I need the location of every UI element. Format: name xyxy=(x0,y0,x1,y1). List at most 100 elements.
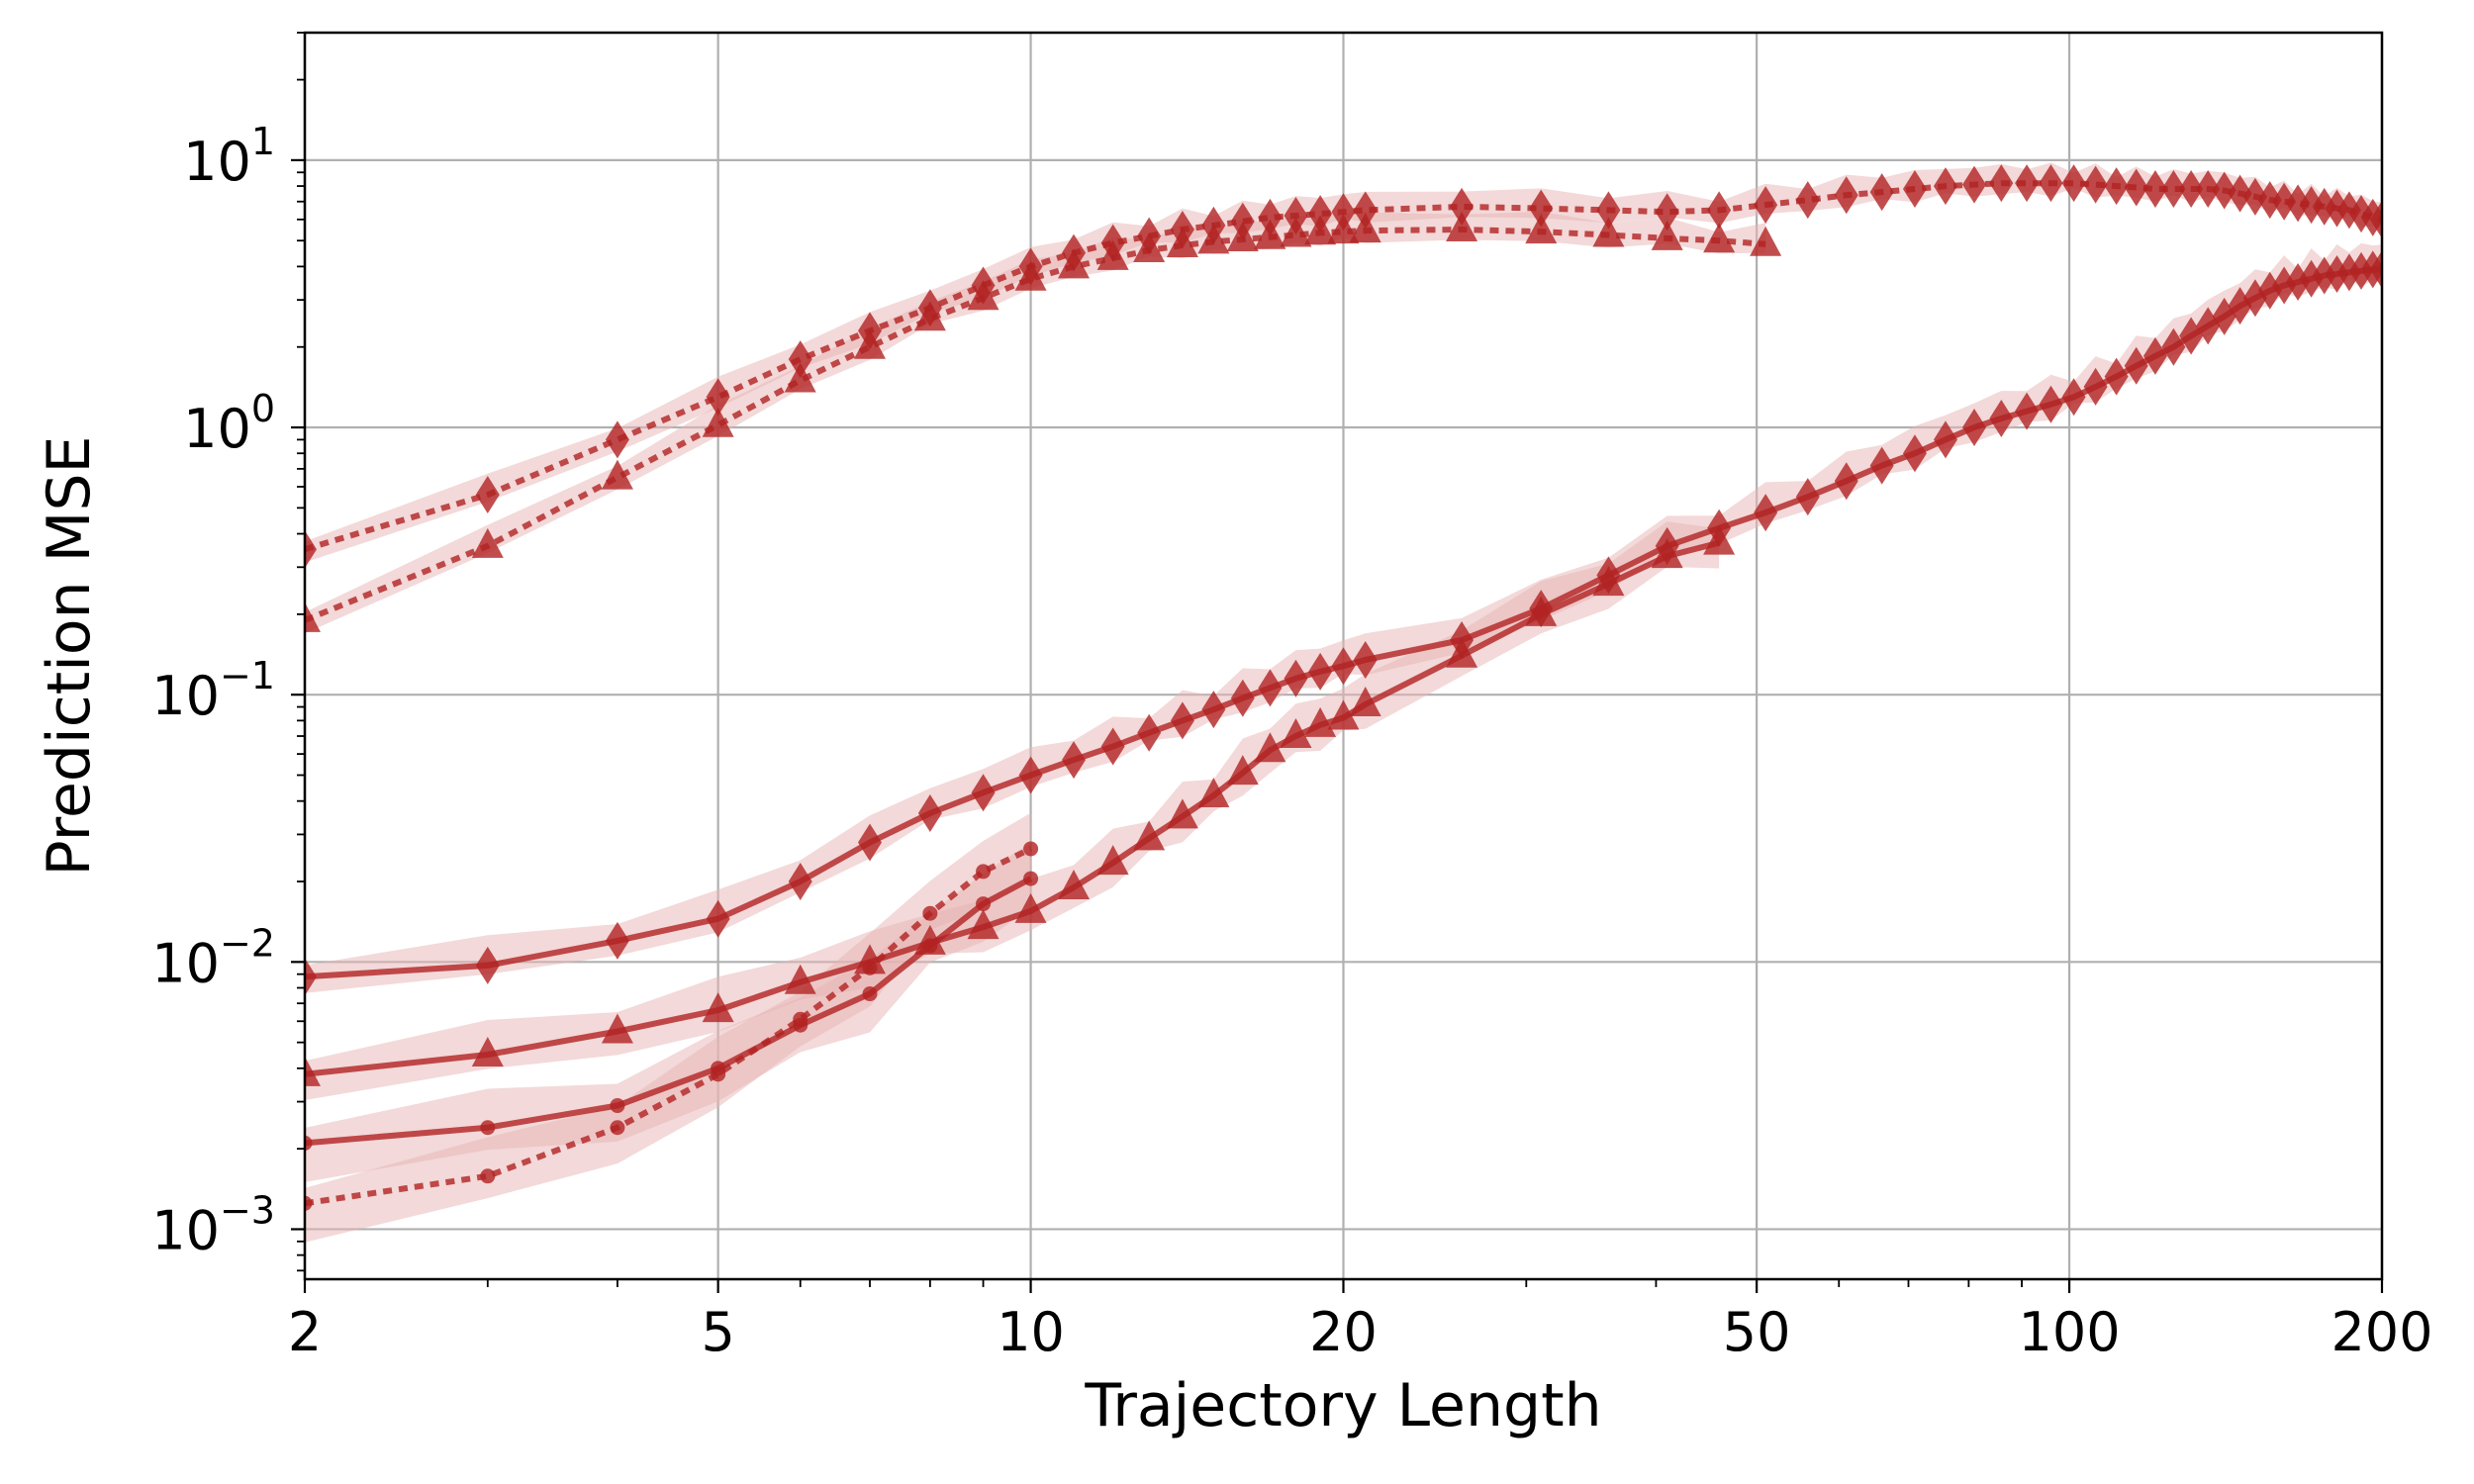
diamond-dotted-long-point xyxy=(1933,167,1957,206)
diamond-solid-point xyxy=(1230,679,1255,717)
triangle-solid-band xyxy=(305,521,1720,1100)
dot-dotted-point xyxy=(793,1011,809,1027)
axis-ticks: 2 5 10 20 50 100 200 10−3 10−2 10−1 100 101 xyxy=(151,32,2433,1363)
triangle-dotted-long-point xyxy=(1304,215,1337,245)
triangle-dotted-long-point xyxy=(1525,214,1558,244)
triangle-dotted-long-point xyxy=(1133,232,1166,262)
x-axis-label: Trajectory Length xyxy=(1084,1371,1601,1440)
diamond-solid-point xyxy=(1284,659,1308,697)
diamond-solid-point xyxy=(2142,336,2167,375)
triangle-solid-point xyxy=(1133,820,1166,851)
dot-solid-point xyxy=(610,1098,625,1114)
diamond-dotted-long-point xyxy=(1230,202,1255,240)
y-tick-label: 100 xyxy=(183,387,275,460)
triangle-solid-point xyxy=(1096,845,1129,876)
dot-dotted-point xyxy=(305,1195,313,1211)
triangle-solid-point xyxy=(1327,699,1360,730)
diamond-dotted-long-point xyxy=(1902,170,1927,209)
dot-dotted-point xyxy=(922,905,938,921)
y-tick-label: 101 xyxy=(183,120,275,193)
series-markers xyxy=(305,164,2382,1211)
diamond-dotted-long-point xyxy=(1331,193,1356,232)
triangle-dotted-long-point xyxy=(1197,224,1230,254)
triangle-solid-point xyxy=(1254,732,1286,763)
dot-solid-point xyxy=(862,986,878,1002)
triangle-solid-point xyxy=(1058,870,1091,900)
dot-dotted-point xyxy=(480,1168,496,1184)
triangle-dotted-long-point xyxy=(1280,217,1312,247)
triangle-dotted-long-point xyxy=(913,301,946,331)
dot-dotted-point xyxy=(862,960,878,975)
diamond-dotted-long-point xyxy=(605,420,629,459)
triangle-dotted-long-point xyxy=(1166,228,1198,258)
diamond-solid-point xyxy=(1258,669,1283,707)
triangle-solid-point xyxy=(1525,596,1558,626)
triangle-dotted-long-point xyxy=(1703,223,1736,253)
triangle-solid-point xyxy=(471,1036,504,1067)
dot-solid-point xyxy=(1023,871,1039,886)
diamond-dotted-long-point xyxy=(1258,198,1283,236)
diamond-dotted-long-point xyxy=(2242,177,2267,216)
diamond-dotted-long-point xyxy=(2286,184,2311,223)
triangle-solid-point xyxy=(1226,755,1259,786)
triangle-dotted-long-point xyxy=(1226,222,1259,252)
diamond-dotted-long-point xyxy=(788,340,812,379)
diamond-solid-point xyxy=(1962,409,1987,447)
diamond-solid-point xyxy=(2061,378,2086,417)
confidence-bands xyxy=(305,162,2382,1243)
triangle-dotted-long-point xyxy=(1254,219,1286,249)
diamond-dotted-long-point xyxy=(1869,173,1894,212)
diamond-solid-point xyxy=(2161,327,2186,366)
dot-dotted-point xyxy=(1023,841,1039,857)
triangle-dotted-long-point xyxy=(853,328,886,359)
diamond-solid-point xyxy=(1902,434,1927,473)
dot-solid-point xyxy=(305,1135,313,1151)
diamond-dotted-long-point xyxy=(1655,193,1679,232)
dot-dotted-band xyxy=(305,812,1031,1243)
diamond-dotted-long-point xyxy=(1754,186,1778,225)
x-tick-label: 100 xyxy=(2019,1301,2121,1363)
diamond-solid-point xyxy=(1201,691,1226,729)
triangle-dotted-long-point xyxy=(702,407,734,437)
diamond-solid-point xyxy=(1834,462,1858,501)
diamond-solid-point xyxy=(1933,420,1957,459)
diamond-solid-point xyxy=(917,794,942,833)
diamond-dotted-long-point xyxy=(1284,196,1308,234)
diamond-solid-point xyxy=(2370,250,2382,289)
triangle-solid-point xyxy=(1166,798,1198,829)
diamond-dotted-long-point xyxy=(2124,168,2148,207)
triangle-solid-point xyxy=(1703,524,1736,555)
dot-dotted-point xyxy=(711,1067,726,1082)
x-tick-label: 10 xyxy=(997,1301,1065,1363)
diamond-dotted-long-point xyxy=(1308,195,1333,233)
diamond-solid-point xyxy=(2104,357,2129,396)
diamond-dotted-long-point xyxy=(2179,170,2204,209)
triangle-dotted-long-point xyxy=(471,527,504,558)
triangle-dotted-long-point xyxy=(1592,217,1625,247)
diamond-solid-point xyxy=(1331,647,1356,686)
triangle-solid-point xyxy=(702,992,734,1023)
x-tick-label: 5 xyxy=(701,1301,734,1363)
x-tick-label: 200 xyxy=(2331,1301,2432,1363)
triangle-dotted-long-line xyxy=(305,227,1766,623)
triangle-solid-point xyxy=(1014,892,1047,923)
diamond-dotted-long-point xyxy=(2228,174,2252,213)
triangle-solid-point xyxy=(1280,718,1312,749)
diamond-solid-point xyxy=(2015,392,2040,430)
triangle-solid-point xyxy=(784,964,816,994)
diamond-solid-point xyxy=(1353,640,1378,679)
diamond-solid-point xyxy=(2124,346,2148,385)
triangle-solid-point xyxy=(967,909,999,940)
triangle-solid-point xyxy=(1446,637,1478,668)
triangle-solid-point xyxy=(1197,777,1230,807)
dot-solid-band xyxy=(305,842,1031,1182)
diamond-solid-point xyxy=(1100,727,1125,766)
diamond-solid-point xyxy=(305,958,317,996)
diamond-dotted-long-point xyxy=(706,378,730,417)
diamond-dotted-long-point xyxy=(1353,191,1378,230)
y-tick-label: 10−3 xyxy=(151,1188,275,1261)
diamond-dotted-long-point xyxy=(305,530,317,569)
diamond-solid-point xyxy=(605,921,629,960)
diamond-dotted-long-point xyxy=(2083,165,2108,204)
dot-dotted-point xyxy=(610,1120,625,1136)
